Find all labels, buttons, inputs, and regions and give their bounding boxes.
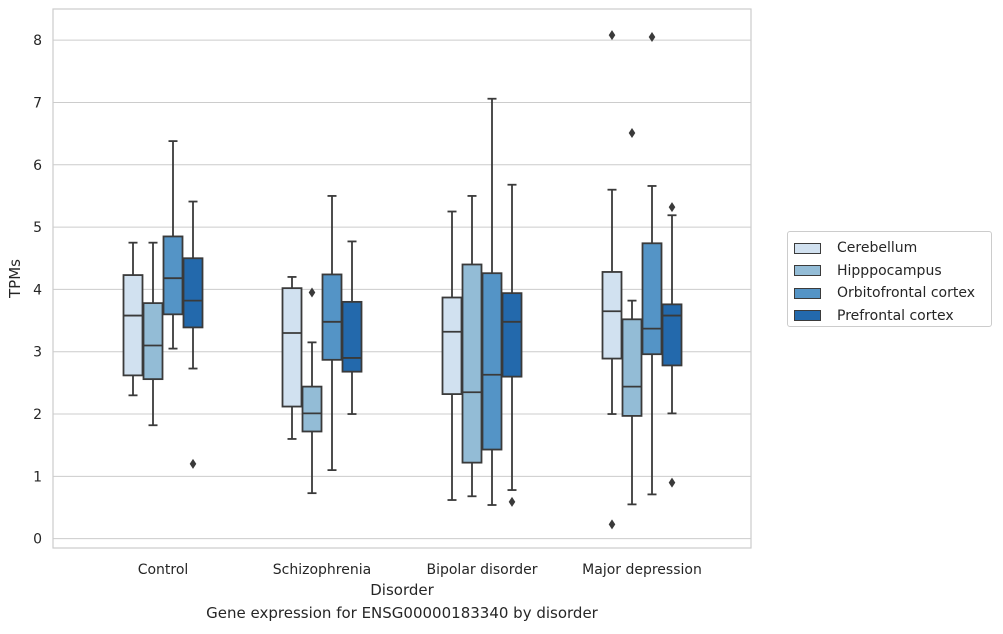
box-cerebellum-major-depression-outlier: [608, 519, 616, 530]
x-axis-label: Disorder: [370, 581, 434, 599]
x-tick-label-control: Control: [138, 562, 189, 578]
y-tick-label: 0: [33, 532, 42, 548]
box-prefrontal-cortex-control-outlier: [189, 458, 197, 469]
box-orbitofrontal-cortex-bipolar-disorder: [481, 272, 503, 451]
x-tick-label-schizophrenia: Schizophrenia: [273, 562, 371, 578]
box-orbitofrontal-cortex-schizophrenia: [321, 273, 343, 361]
legend-item-prefrontal-cortex: Prefrontal cortex: [794, 305, 991, 328]
legend-label-cerebellum: Cerebellum: [837, 240, 918, 257]
y-tick-label: 7: [33, 95, 42, 111]
box-hipppocampus-major-depression: [621, 318, 643, 417]
legend-swatch-prefrontal-cortex: [794, 310, 821, 322]
box-orbitofrontal-cortex-major-depression: [641, 242, 663, 356]
legend-swatch-cerebellum: [794, 242, 821, 254]
box-prefrontal-cortex-major-depression: [661, 303, 683, 367]
plot-frame: [52, 8, 752, 549]
box-hipppocampus-major-depression-outlier: [628, 128, 636, 139]
y-tick-label: 3: [33, 345, 42, 361]
chart-caption: Gene expression for ENSG00000183340 by d…: [206, 604, 598, 622]
box-prefrontal-cortex-bipolar-disorder-outlier: [508, 496, 516, 507]
legend-item-cerebellum: Cerebellum: [794, 237, 991, 260]
box-hipppocampus-schizophrenia-outlier: [308, 287, 316, 298]
box-hipppocampus-schizophrenia: [301, 385, 323, 433]
box-orbitofrontal-cortex-major-depression-outlier: [648, 32, 656, 43]
y-tick-label: 6: [33, 158, 42, 174]
legend-swatch-hippocampus: [794, 265, 821, 277]
box-prefrontal-cortex-major-depression-outlier: [668, 202, 676, 213]
legend-label-orbitofrontal-cortex: Orbitofrontal cortex: [837, 285, 975, 302]
legend: Cerebellum Hipppocampus Orbitofrontal co…: [787, 231, 992, 327]
box-prefrontal-cortex-bipolar-disorder: [501, 292, 523, 378]
legend-item-hippocampus: Hipppocampus: [794, 260, 991, 283]
box-orbitofrontal-cortex-control: [162, 235, 184, 316]
box-prefrontal-cortex-schizophrenia: [341, 300, 363, 373]
box-hipppocampus-control: [142, 302, 164, 381]
box-cerebellum-major-depression-outlier: [608, 30, 616, 41]
y-tick-label: 5: [33, 220, 42, 236]
legend-item-orbitofrontal-cortex: Orbitofrontal cortex: [794, 282, 991, 305]
legend-label-prefrontal-cortex: Prefrontal cortex: [837, 307, 954, 324]
box-cerebellum-major-depression: [601, 271, 623, 360]
box-prefrontal-cortex-major-depression-outlier: [668, 477, 676, 488]
y-tick-label: 2: [33, 407, 42, 423]
box-cerebellum-bipolar-disorder: [441, 296, 463, 395]
legend-swatch-orbitofrontal-cortex: [794, 287, 821, 299]
box-cerebellum-control: [122, 274, 144, 377]
box-cerebellum-schizophrenia: [281, 287, 303, 408]
legend-label-hippocampus: Hipppocampus: [837, 262, 942, 279]
y-tick-label: 8: [33, 33, 42, 49]
box-prefrontal-cortex-control: [182, 257, 204, 329]
y-axis-label: TPMs: [6, 259, 24, 299]
x-tick-label-bipolar-disorder: Bipolar disorder: [426, 562, 537, 578]
x-tick-label-major-depression: Major depression: [582, 562, 702, 578]
y-tick-label: 4: [33, 282, 42, 298]
box-hipppocampus-bipolar-disorder: [461, 263, 483, 464]
y-tick-label: 1: [33, 469, 42, 485]
